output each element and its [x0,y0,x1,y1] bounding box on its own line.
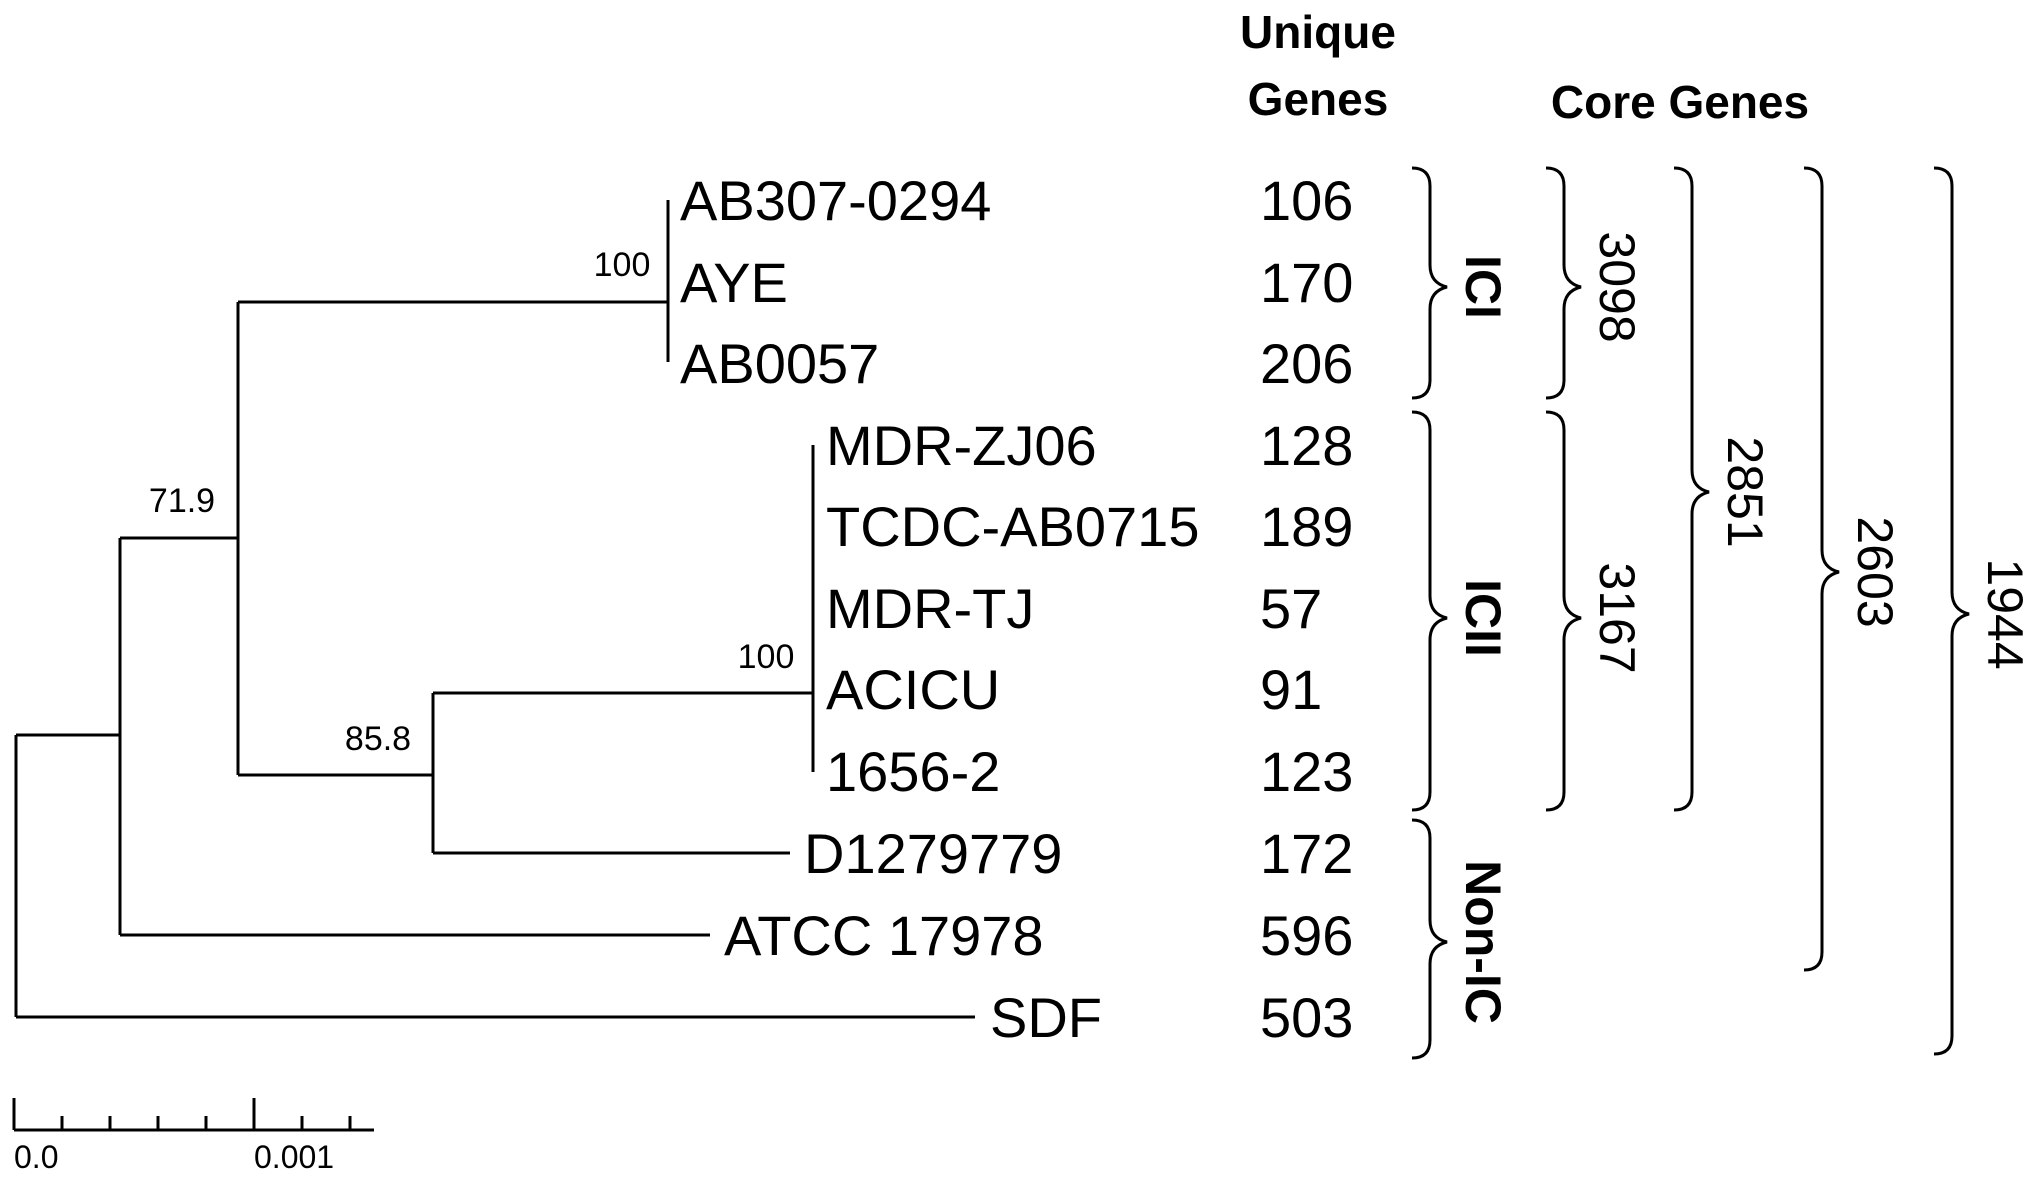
core-count-all: 1944 [1977,558,2033,669]
taxon-label: SDF [990,986,1102,1049]
unique-gene-count: 91 [1260,658,1322,721]
tree-branches [14,200,975,1019]
group-label-non-ic: Non-IC [1455,860,1511,1024]
taxon-label: AYE [680,251,788,314]
group-label-ic1: ICI [1455,255,1511,319]
taxon-labels: AB307-0294 AYE AB0057 MDR-ZJ06 TCDC-AB07… [680,169,1199,1049]
taxon-label: D1279779 [804,822,1062,885]
core-count-ic1: 3098 [1589,231,1645,342]
unique-gene-count: 503 [1260,986,1353,1049]
core-count-ic2: 3167 [1589,562,1645,673]
unique-gene-count: 123 [1260,740,1353,803]
unique-gene-count: 172 [1260,822,1353,885]
unique-gene-counts: 106 170 206 128 189 57 91 123 172 596 50… [1260,169,1353,1049]
brace-core-ic1 [1545,166,1582,400]
core-genes-header: Core Genes [1551,76,1809,128]
taxon-label: TCDC-AB0715 [826,495,1199,558]
scale-bar-end-label: 0.001 [254,1139,334,1175]
scale-bar-start-label: 0.0 [14,1139,58,1175]
brace-non-ic [1411,818,1448,1060]
core-count-ic1-ic2: 2851 [1717,436,1773,547]
taxon-label: AB307-0294 [680,169,991,232]
taxon-label: MDR-ZJ06 [826,414,1097,477]
unique-gene-count: 189 [1260,495,1353,558]
taxon-label: MDR-TJ [826,577,1034,640]
unique-genes-header-line1: Unique [1240,6,1396,58]
group-label-ic2: ICII [1455,579,1511,657]
core-count-ic-plus-d: 2603 [1847,516,1903,627]
taxon-label: 1656-2 [826,740,1000,803]
brace-ic2 [1411,410,1448,812]
taxon-label: AB0057 [680,332,879,395]
taxon-label: ATCC 17978 [724,904,1044,967]
brace-core-ic-plus-d [1803,166,1840,972]
unique-gene-count: 57 [1260,577,1322,640]
scale-bar: 0.0 0.001 [12,1098,374,1175]
brace-ic1 [1411,166,1448,400]
unique-gene-count: 170 [1260,251,1353,314]
group-braces [1411,166,1970,1060]
brace-core-ic2 [1545,410,1582,812]
bootstrap-ic1: 100 [594,246,651,284]
bootstrap-85: 85.8 [345,720,411,758]
unique-gene-count: 206 [1260,332,1353,395]
unique-gene-count: 106 [1260,169,1353,232]
bootstrap-ic2: 100 [738,638,795,676]
brace-core-ic1-ic2 [1673,166,1710,812]
taxon-label: ACICU [826,658,1000,721]
unique-genes-header-line2: Genes [1248,73,1389,125]
bootstrap-71: 71.9 [149,482,215,520]
unique-gene-count: 596 [1260,904,1353,967]
brace-core-all [1933,166,1970,1056]
unique-genes-header: Unique Genes [1240,6,1396,125]
unique-gene-count: 128 [1260,414,1353,477]
